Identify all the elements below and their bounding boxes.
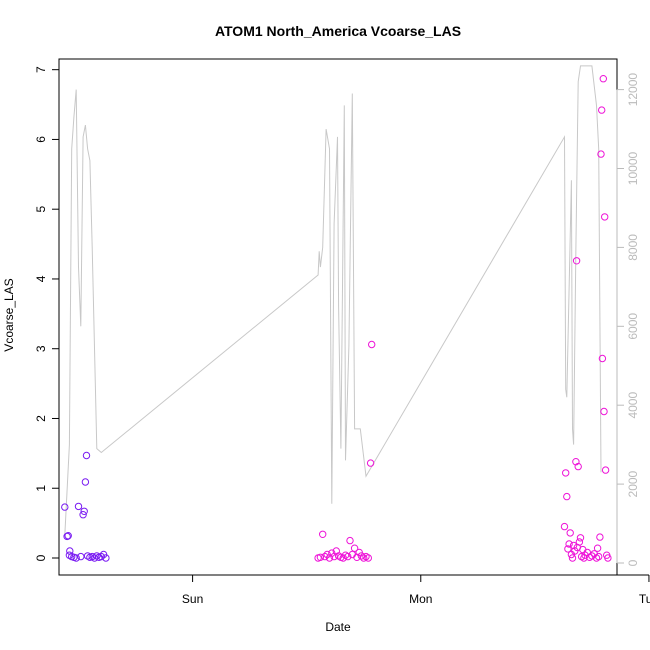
data-point [572,257,581,265]
data-point [79,511,87,519]
x-tick-label: Sun [182,592,203,606]
data-point [63,532,71,541]
data-point [566,529,574,537]
data-point [562,469,570,477]
data-point [102,554,110,562]
y-tick-label: 2 [34,415,48,422]
data-point [90,554,99,562]
data-point [321,552,329,561]
data-point [368,340,376,349]
data-point [576,534,585,542]
data-point [81,478,90,486]
data-point [599,75,607,83]
data-point [72,554,80,562]
y2-tick-label: 0 [626,559,640,566]
data-point [595,552,603,561]
data-point [563,492,571,501]
data-point [316,553,325,561]
y-tick-label: 0 [34,554,48,561]
data-point [364,554,372,562]
y-tick-label: 1 [34,485,48,492]
chart-title: ATOM1 North_America Vcoarse_LAS [215,23,461,39]
data-point [597,150,605,158]
data-point [564,545,572,553]
data-point [569,541,578,550]
x-tick-label: Mon [409,592,432,606]
y2-tick-label: 6000 [626,313,640,340]
data-point [565,540,573,548]
x-axis-label: Date [325,620,351,634]
data-point [344,552,352,561]
data-point [601,213,609,221]
data-point [575,538,584,546]
data-point [93,552,101,560]
data-point [596,533,604,541]
plot-frame [58,58,618,576]
y2-tick-label: 2000 [626,470,640,497]
y-tick-label: 4 [34,275,48,282]
y2-tick-label: 4000 [626,392,640,419]
right-axis-series-line-layer [64,65,602,536]
y-axis-label: Vcoarse_LAS [2,278,16,351]
data-point [604,554,612,562]
data-point [74,502,83,511]
data-point [593,544,602,552]
data-point [346,536,354,545]
y-tick-label: 7 [34,66,48,73]
data-point [61,503,69,511]
data-point [80,507,88,515]
x-tick-label: Tue [639,592,650,606]
data-point [560,522,569,531]
data-point [357,552,366,560]
data-point [601,466,610,474]
points-layer [61,75,612,562]
axes-layer: Sun Mon Tue 0 1 2 3 4 5 6 7 0 2000 4000 6000 8000 10000 1… [34,66,650,606]
data-point [598,106,606,114]
data-point [97,552,106,561]
y-tick-label: 3 [34,345,48,352]
data-point [82,451,91,460]
data-point [350,544,359,552]
data-point [598,354,607,363]
y-tick-label: 6 [34,136,48,143]
y2-tick-label: 10000 [626,151,640,185]
data-point [64,532,72,540]
data-point [600,407,608,416]
y-tick-label: 5 [34,206,48,213]
data-point [366,459,375,467]
data-point [592,554,601,562]
data-point [574,462,582,471]
data-point [319,530,327,538]
data-point [568,554,577,562]
y2-tick-label: 8000 [626,234,640,261]
y2-tick-label: 12000 [626,73,640,107]
series-line [64,65,602,536]
